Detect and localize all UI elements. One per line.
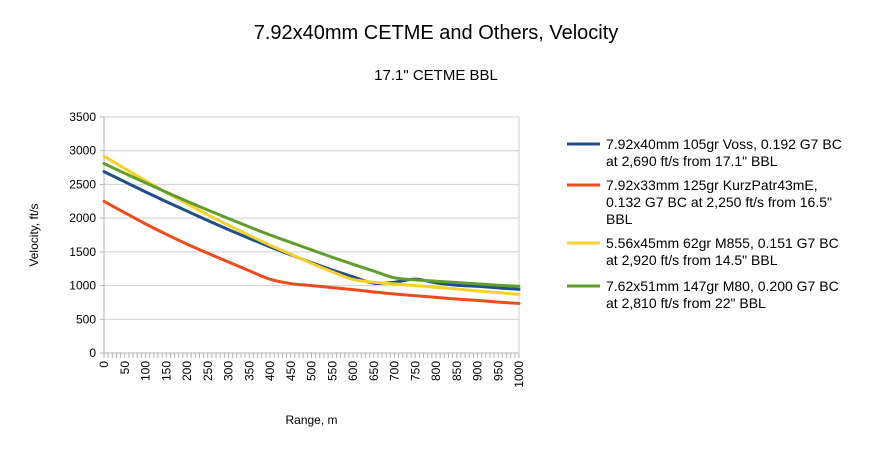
x-tick-labels: 0 50 100 150 200 250 300 350 400 450 500 550 600 650 7… [97,361,526,388]
series-lines [102,154,521,305]
y-tick-labels: 0 500 1000 1500 2000 2500 3000 3500 [69,110,96,360]
x-tick-label: 1000 [512,361,526,388]
y-tick-label: 3500 [69,110,96,124]
x-tick-label: 700 [388,361,402,381]
legend-item-2: 7.92x33mm 125gr KurzPatr43mE,0.132 G7 BC… [567,177,832,227]
series-line-1 [102,170,521,291]
legend-label: 5.56x45mm 62gr M855, 0.151 G7 BC [606,235,839,251]
legend-label: 7.62x51mm 147gr M80, 0.200 G7 BC [606,278,839,294]
x-tick-label: 100 [139,361,153,381]
x-tick-label: 150 [159,361,173,381]
chart-title: 7.92x40mm CETME and Others, Velocity [254,22,619,44]
x-tick-label: 200 [180,361,194,381]
x-axis-label: Range, m [285,413,337,427]
y-tick-label: 2500 [69,177,96,191]
chart-subtitle: 17.1" CETME BBL [374,67,498,84]
x-tick-label: 650 [367,361,381,381]
legend-label: 0.132 G7 BC at 2,250 ft/s from 16.5" [606,194,832,210]
y-tick-label: 2000 [69,211,96,225]
x-tick-label: 450 [284,361,298,381]
x-tick-label: 500 [305,361,319,381]
legend-label: at 2,810 ft/s from 22" BBL [606,295,766,311]
x-tick-label: 850 [450,361,464,381]
legend-label: BBL [606,211,633,227]
legend-label: at 2,920 ft/s from 14.5" BBL [606,252,778,268]
x-tick-label: 750 [408,361,422,381]
x-tick-label: 350 [242,361,256,381]
legend-label: 7.92x33mm 125gr KurzPatr43mE, [606,177,818,193]
y-tick-label: 500 [76,312,96,326]
legend-label: at 2,690 ft/s from 17.1" BBL [606,153,778,169]
x-tick-label: 250 [201,361,215,381]
y-tick-label: 0 [89,346,96,360]
x-tick-label: 600 [346,361,360,381]
y-tick-label: 1000 [69,279,96,293]
x-tick-label: 900 [471,361,485,381]
x-tick-label: 800 [429,361,443,381]
y-axis-label: Velocity, ft/s [27,203,41,266]
x-tick-label: 400 [263,361,277,381]
series-line-4 [102,162,521,288]
x-tick-label: 950 [491,361,505,381]
x-tick-label: 50 [118,361,132,375]
series-line-3 [102,154,521,296]
legend-label: 7.92x40mm 105gr Voss, 0.192 G7 BC [606,136,842,152]
y-tick-label: 3000 [69,144,96,158]
x-tick-label: 550 [325,361,339,381]
y-tick-label: 1500 [69,245,96,259]
series-line-2 [102,199,521,305]
x-tick-label: 0 [97,361,111,368]
x-tick-label: 300 [222,361,236,381]
axes [100,116,520,358]
